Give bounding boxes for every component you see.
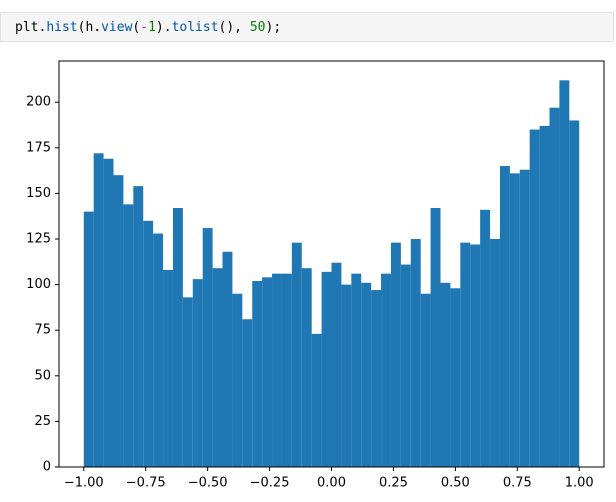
code-token: view — [101, 20, 133, 35]
code-token: . — [93, 20, 102, 35]
code-token: ( — [77, 20, 86, 35]
code-token: - — [140, 20, 149, 35]
code-token: 50 — [249, 20, 266, 35]
y-tick-label: 100 — [26, 277, 51, 292]
code-token: plt — [15, 20, 39, 35]
bar — [549, 107, 560, 467]
bar — [202, 228, 213, 467]
bar — [450, 288, 461, 467]
code-token: 1 — [148, 20, 156, 35]
bar — [480, 209, 491, 467]
code-token: (), — [218, 20, 250, 35]
bar — [331, 262, 342, 467]
bar — [341, 284, 352, 467]
bar — [143, 220, 154, 467]
bar — [460, 242, 471, 467]
y-tick-label: 200 — [26, 95, 51, 110]
bar — [272, 273, 282, 467]
y-tick-label: 75 — [34, 323, 51, 338]
bar — [123, 204, 134, 467]
x-tick-label: 0.25 — [379, 476, 408, 491]
bar — [490, 239, 500, 467]
x-tick-label: 1.00 — [565, 476, 594, 491]
bar — [499, 166, 510, 467]
bar — [539, 125, 550, 467]
bar — [291, 242, 302, 467]
bar — [222, 251, 233, 467]
bar — [262, 277, 273, 467]
bar — [519, 169, 530, 467]
code-token: h — [85, 20, 94, 35]
code-token: ). — [155, 20, 172, 35]
bar — [252, 280, 263, 467]
code-token: . — [38, 20, 47, 35]
y-tick-label: 175 — [26, 140, 51, 155]
bar — [232, 293, 243, 467]
y-tick-label: 125 — [26, 232, 51, 247]
x-tick-label: −0.50 — [188, 476, 228, 491]
bar — [390, 242, 401, 467]
bar — [420, 293, 431, 467]
bar — [242, 319, 253, 467]
bar — [83, 211, 94, 467]
x-tick-label: 0.75 — [503, 476, 532, 491]
bar — [93, 153, 104, 467]
bar — [301, 268, 312, 467]
bar — [212, 268, 223, 467]
bar — [281, 273, 292, 467]
bar — [569, 120, 580, 468]
bar — [153, 233, 164, 467]
y-tick-label: 25 — [34, 414, 51, 429]
bar — [113, 175, 124, 468]
bar — [470, 244, 481, 467]
y-tick-label: 50 — [34, 368, 51, 383]
code-token: ); — [265, 20, 282, 35]
bar — [400, 264, 411, 467]
bar — [509, 173, 520, 467]
code-token: tolist — [171, 20, 219, 35]
y-tick-label: 150 — [26, 186, 51, 201]
bar — [351, 273, 362, 467]
bar — [430, 208, 441, 467]
code-cell[interactable]: plt.hist(h.view(-1).tolist(), 50); — [0, 12, 614, 42]
bar — [182, 297, 193, 467]
bar — [103, 158, 114, 468]
x-tick-label: −1.00 — [64, 476, 104, 491]
code-token: ( — [132, 20, 141, 35]
y-tick-label: 0 — [43, 460, 51, 475]
x-tick-label: −0.75 — [126, 476, 166, 491]
bar — [321, 271, 332, 467]
bar — [371, 290, 382, 467]
bar — [311, 333, 322, 467]
x-tick-label: −0.25 — [250, 476, 290, 491]
bar — [133, 186, 144, 467]
bar — [410, 239, 421, 467]
bar — [440, 282, 451, 467]
x-tick-label: 0.50 — [441, 476, 470, 491]
code-token: hist — [46, 20, 78, 35]
bar — [163, 270, 173, 467]
bar — [172, 208, 183, 467]
bar — [361, 282, 372, 467]
x-tick-label: 0.00 — [317, 476, 346, 491]
bar — [559, 80, 570, 467]
bar — [192, 279, 203, 467]
bar — [529, 129, 540, 467]
bar — [381, 273, 391, 467]
